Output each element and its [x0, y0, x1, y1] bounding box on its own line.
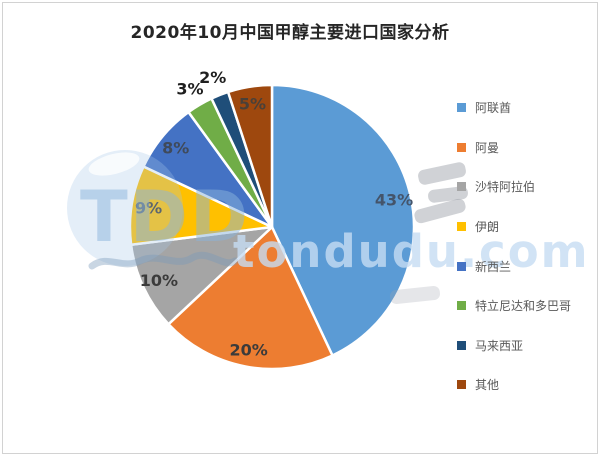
- pie-percent-label: 20%: [229, 341, 267, 360]
- legend-swatch-icon: [457, 182, 466, 192]
- legend-label: 伊朗: [475, 220, 500, 235]
- pie-slice: [167, 225, 334, 371]
- legend-label: 其他: [475, 378, 500, 393]
- legend-item: 阿曼: [457, 128, 595, 168]
- legend-label: 特立尼达和多巴哥: [475, 299, 572, 314]
- pie-slice: [129, 225, 274, 326]
- legend-label: 阿曼: [475, 140, 500, 155]
- legend-swatch-icon: [457, 222, 466, 232]
- pie-percent-label: 3%: [176, 79, 203, 98]
- legend-item: 伊朗: [457, 207, 595, 247]
- legend: 阿联酋阿曼沙特阿拉伯伊朗新西兰特立尼达和多巴哥 马来西亚其他: [457, 88, 595, 405]
- pie-slice: [270, 83, 416, 357]
- legend-swatch-icon: [457, 103, 466, 113]
- pie-slice: [226, 83, 274, 229]
- pie-percent-label: 10%: [140, 271, 178, 290]
- pie-percent-label: 8%: [162, 138, 189, 157]
- legend-swatch-icon: [457, 380, 466, 390]
- pie-slice: [128, 165, 274, 247]
- pie-percent-label: 2%: [199, 68, 226, 87]
- legend-item: 新西兰: [457, 246, 595, 286]
- legend-label: 新西兰: [475, 259, 512, 274]
- chart-title: 2020年10月中国甲醇主要进口国家分析: [130, 23, 450, 43]
- pie-percent-label: 9%: [135, 199, 162, 218]
- legend-item: 阿联酋: [457, 88, 595, 128]
- legend-label: 阿联酋: [475, 101, 512, 116]
- legend-item: 马来西亚: [457, 326, 595, 366]
- legend-swatch-icon: [457, 340, 466, 350]
- legend-swatch-icon: [457, 261, 466, 271]
- legend-item: 沙特阿拉伯: [457, 167, 595, 207]
- legend-item: 其他: [457, 365, 595, 405]
- legend-label: 马来西亚: [475, 338, 524, 353]
- pie-percent-label: 43%: [375, 191, 413, 210]
- legend-label: 沙特阿拉伯: [475, 180, 536, 195]
- legend-swatch-icon: [457, 301, 466, 311]
- legend-swatch-icon: [457, 142, 466, 152]
- legend-item: 特立尼达和多巴哥: [457, 286, 595, 326]
- pie-percent-label: 5%: [239, 95, 266, 114]
